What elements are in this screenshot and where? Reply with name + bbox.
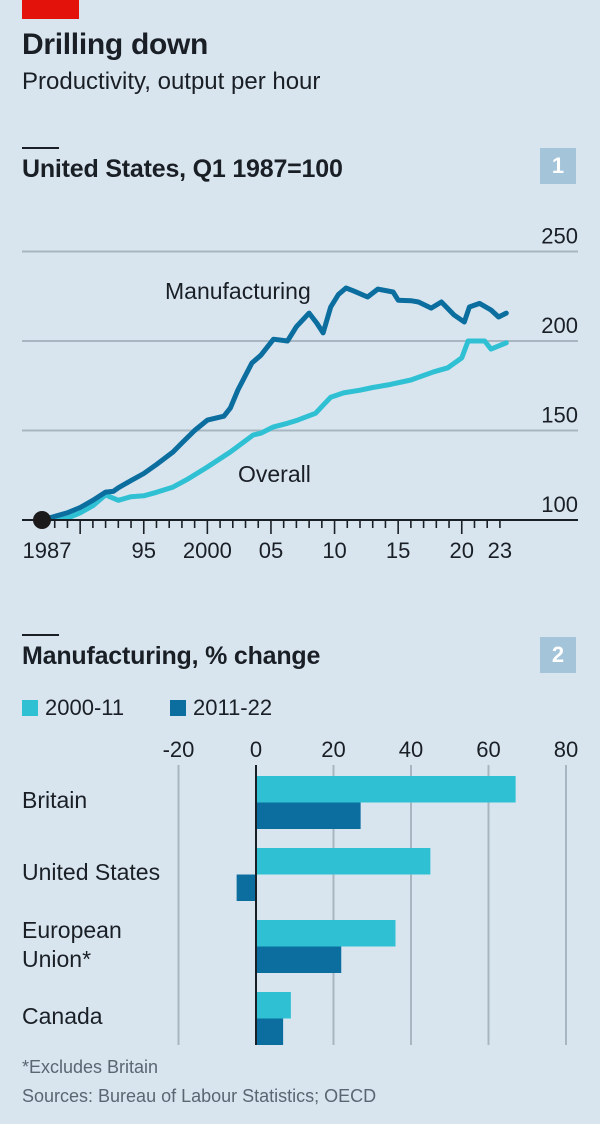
category-label-line: Canada bbox=[22, 1003, 103, 1029]
brand-tag bbox=[22, 0, 79, 19]
panel-1-rule bbox=[22, 147, 59, 149]
x-tick-label: 0 bbox=[250, 737, 262, 762]
y-tick-label: 200 bbox=[541, 313, 578, 338]
series-line-overall bbox=[39, 338, 509, 523]
chart-title: Drilling down bbox=[22, 28, 209, 61]
category-label-line: European bbox=[22, 916, 122, 943]
x-tick-label: 20 bbox=[321, 737, 345, 762]
line-chart: 100 150 200 250 1987 95 2000 05 10 15 20 23 Manufact… bbox=[22, 224, 578, 563]
series-line-manufacturing bbox=[39, 285, 509, 523]
x-tick-label: 15 bbox=[386, 538, 410, 563]
legend-swatch-light bbox=[22, 700, 38, 716]
legend-swatch-dark bbox=[170, 700, 186, 716]
panel-2-title: Manufacturing, % change bbox=[22, 642, 321, 670]
legend-item-2011-22: 2011-22 bbox=[170, 695, 272, 721]
category-label: United States bbox=[22, 858, 160, 887]
x-tick-label: 20 bbox=[450, 538, 474, 563]
x-tick-label: 40 bbox=[399, 737, 423, 762]
x-tick-label: -20 bbox=[163, 737, 195, 762]
x-tick-label: 10 bbox=[322, 538, 346, 563]
annotation-overall: Overall bbox=[238, 461, 311, 487]
bar-european-union-2011-22 bbox=[256, 946, 342, 973]
category-label-line: Union* bbox=[22, 945, 92, 972]
y-tick-label: 250 bbox=[541, 224, 578, 249]
legend-label: 2011-22 bbox=[193, 695, 273, 720]
x-tick-label: 1987 bbox=[23, 538, 72, 563]
panel-2-rule bbox=[22, 634, 59, 636]
legend-item-2000-11: 2000-11 bbox=[22, 695, 124, 721]
sources: Sources: Bureau of Labour Statistics; OE… bbox=[22, 1086, 377, 1106]
category-label: Britain bbox=[22, 786, 87, 815]
bar-chart: -20 0 20 40 60 80 bbox=[163, 737, 578, 1045]
x-tick-label: 05 bbox=[259, 538, 283, 563]
bar-britain-2011-22 bbox=[256, 802, 361, 829]
bar-canada-2011-22 bbox=[256, 1018, 284, 1045]
bar-united-states-2000-11 bbox=[256, 848, 431, 875]
x-tick-label: 80 bbox=[554, 737, 578, 762]
category-label-line: Britain bbox=[22, 787, 88, 813]
chart-subtitle: Productivity, output per hour bbox=[22, 68, 321, 95]
footnote: *Excludes Britain bbox=[22, 1057, 159, 1077]
y-tick-label: 100 bbox=[541, 492, 578, 517]
bar-britain-2000-11 bbox=[256, 776, 516, 803]
bar-european-union-2000-11 bbox=[256, 920, 396, 947]
legend-label: 2000-11 bbox=[45, 695, 125, 720]
panel-1-title: United States, Q1 1987=100 bbox=[22, 155, 343, 183]
category-label-line: United States bbox=[22, 859, 161, 885]
bar-united-states-2011-22 bbox=[236, 874, 256, 901]
category-label: Canada bbox=[22, 1002, 103, 1031]
y-tick-label: 150 bbox=[541, 403, 578, 428]
panel-2-badge: 2 bbox=[540, 637, 576, 673]
origin-dot bbox=[33, 511, 51, 529]
x-tick-label: 95 bbox=[132, 538, 156, 563]
category-label: European Union* bbox=[22, 916, 122, 974]
annotation-manufacturing: Manufacturing bbox=[165, 278, 311, 304]
x-tick-label: 2000 bbox=[183, 538, 232, 563]
panel-1-badge: 1 bbox=[540, 148, 576, 184]
bar-canada-2000-11 bbox=[256, 992, 291, 1019]
x-tick-label: 60 bbox=[476, 737, 500, 762]
x-tick-label: 23 bbox=[488, 538, 512, 563]
